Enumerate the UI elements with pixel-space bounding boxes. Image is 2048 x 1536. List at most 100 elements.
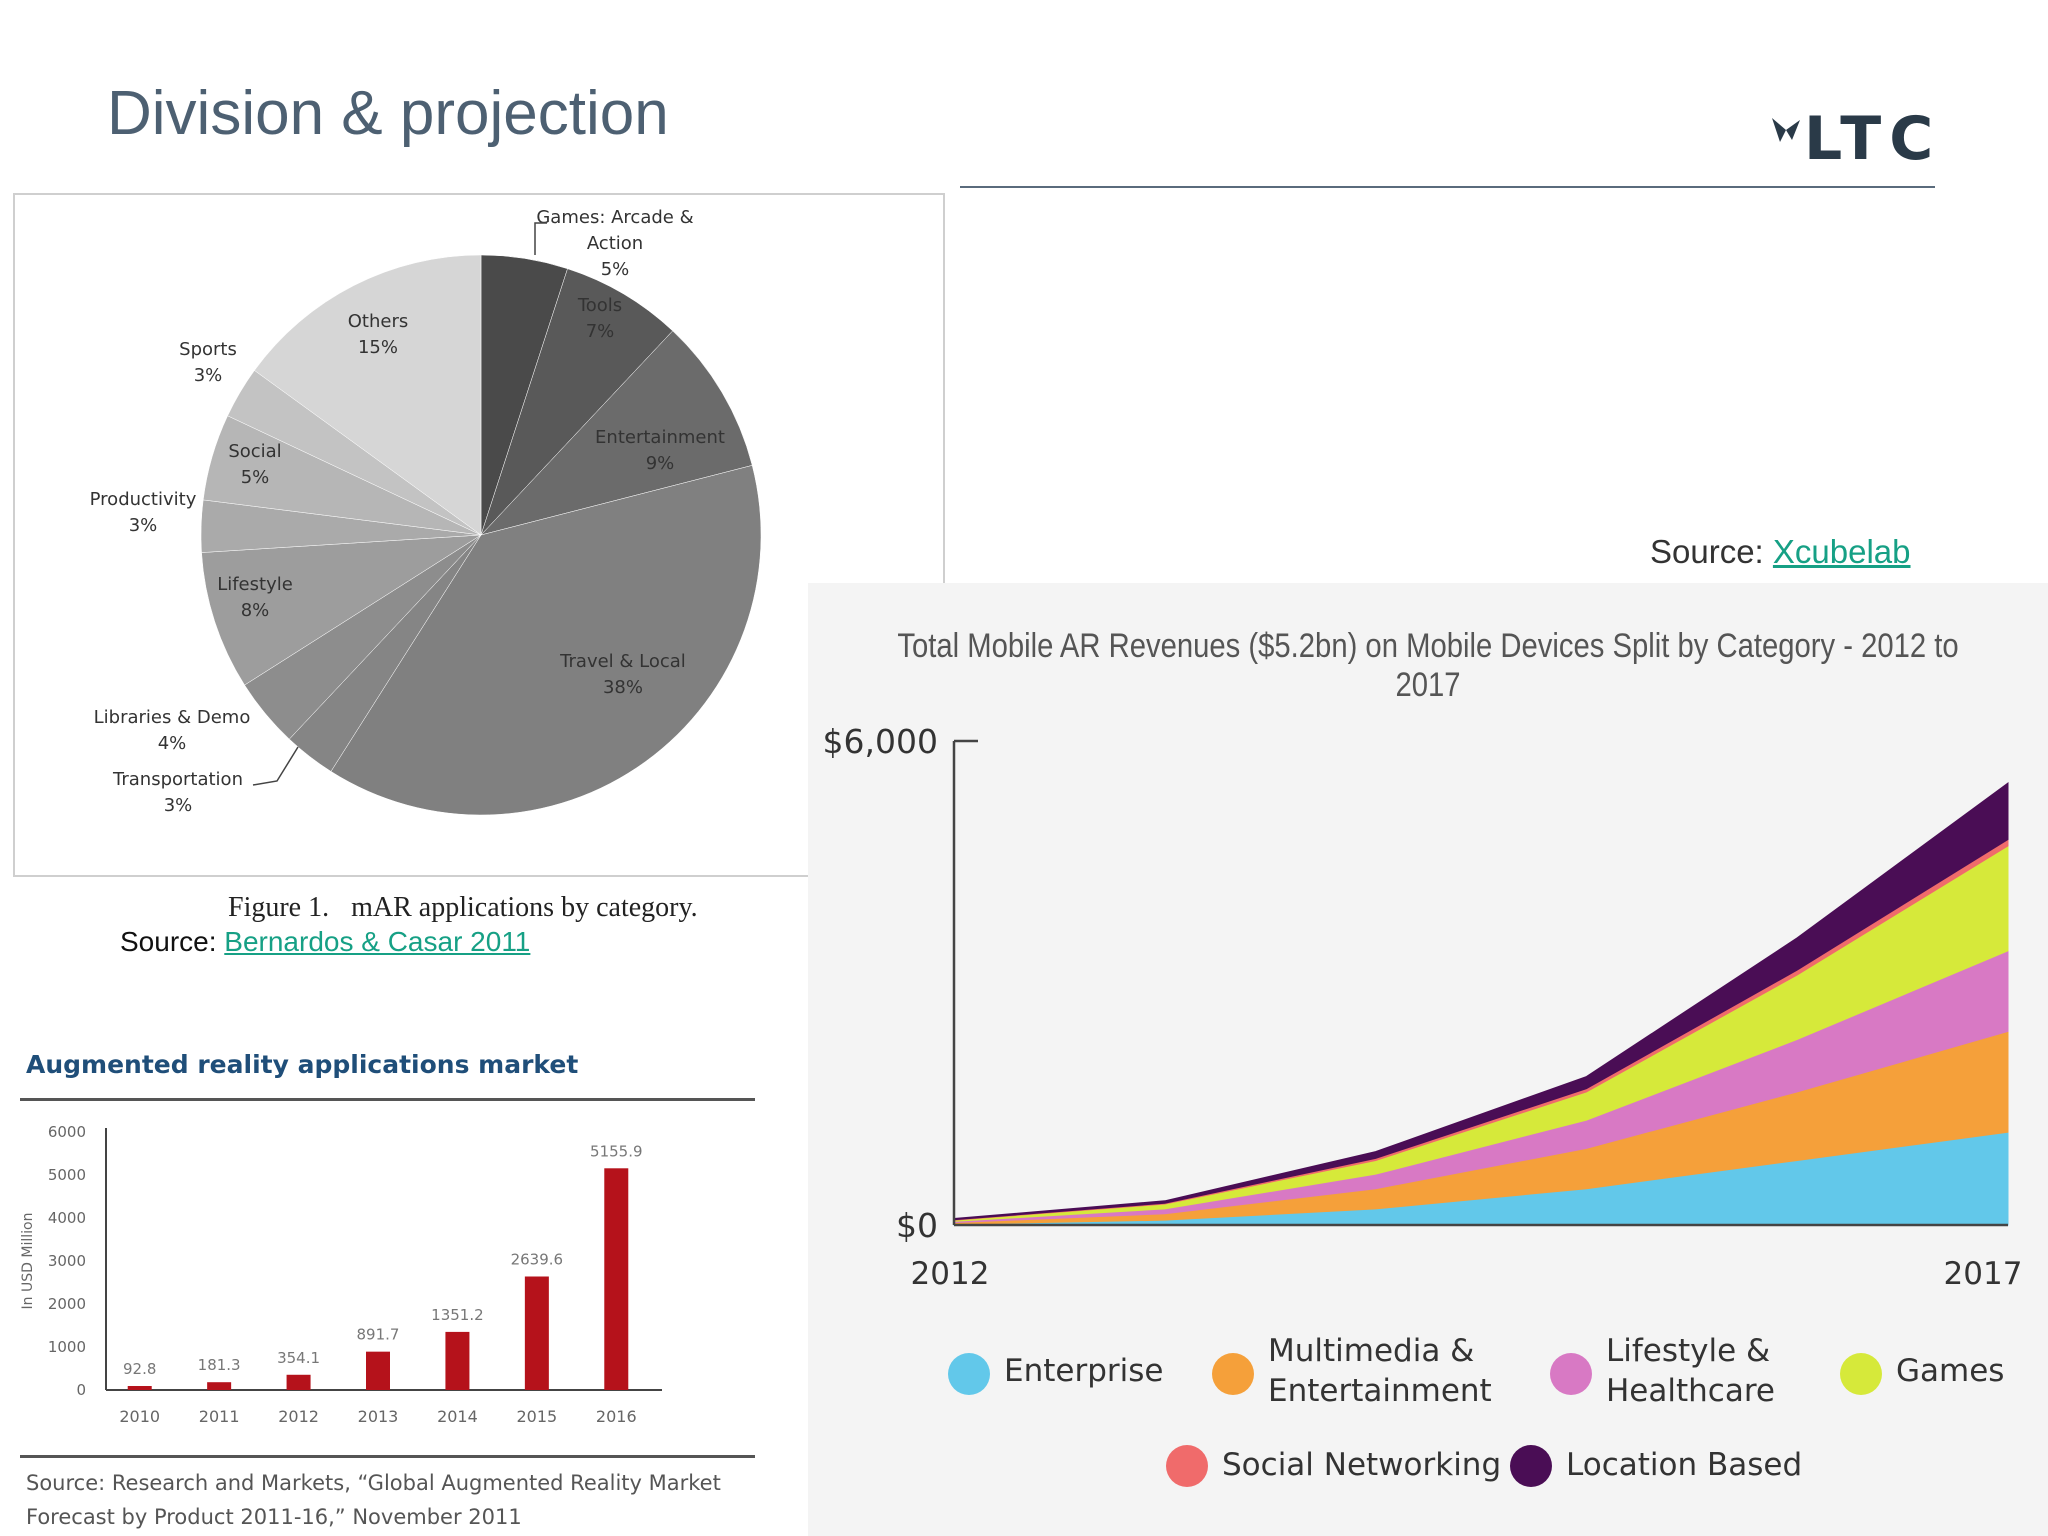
pie-slice-label: Libraries & Demo xyxy=(94,707,251,728)
bar-value-label: 354.1 xyxy=(277,1349,320,1367)
legend-label: Entertainment xyxy=(1268,1373,1492,1409)
pie-slice-label: Tools xyxy=(577,295,622,316)
bar-chart-top-rule xyxy=(20,1098,755,1101)
legend-label: Enterprise xyxy=(1004,1353,1164,1389)
legend-swatch-social xyxy=(1166,1445,1208,1487)
pie-slice xyxy=(330,465,762,816)
bar-value-label: 5155.9 xyxy=(590,1142,643,1160)
x-tick-label: 2012 xyxy=(911,1256,990,1292)
pie-slice-label: 5% xyxy=(241,467,270,488)
figure-caption: Figure 1. mAR applications by category. xyxy=(228,892,698,924)
bar xyxy=(366,1351,390,1390)
pie-slice xyxy=(480,330,753,536)
area-chart: $6,000 $0 2012 2017 xyxy=(823,722,2023,1292)
y-tick-label: 2000 xyxy=(48,1295,86,1313)
pie-slice-label: 9% xyxy=(646,453,675,474)
legend-label: Lifestyle & xyxy=(1606,1333,1771,1369)
y-tick-label: 0 xyxy=(76,1381,86,1399)
pie-slice-label: 8% xyxy=(241,600,270,621)
pie-slice-label: Travel & Local xyxy=(559,651,686,672)
pie-slice-label: Transportation xyxy=(112,769,243,790)
pie-slice xyxy=(201,534,482,686)
bar xyxy=(207,1382,232,1390)
x-tick-label: 2013 xyxy=(358,1407,399,1426)
bar-value-label: 181.3 xyxy=(198,1356,241,1374)
source-xcubelab: Source: Xcubelab xyxy=(1650,533,1911,571)
y-tick-label: 1000 xyxy=(48,1338,86,1356)
pie-slice xyxy=(254,254,482,536)
pie-slice-label: 7% xyxy=(586,321,615,342)
pie-slice-label: Games: Arcade & xyxy=(536,207,693,228)
pie-slice-label: Sports xyxy=(179,339,237,360)
legend-swatch-lifestyle xyxy=(1550,1353,1592,1395)
pie-slice xyxy=(480,268,674,536)
bar xyxy=(286,1374,311,1390)
pie-slice-label: 15% xyxy=(358,337,398,358)
figure-caption-text: mAR applications by category. xyxy=(351,892,698,923)
pie-slice-label: Entertainment xyxy=(595,427,725,448)
area-chart-title: Total Mobile AR Revenues ($5.2bn) on Mob… xyxy=(897,627,1959,704)
y-tick-label: $0 xyxy=(896,1206,938,1245)
bar-chart-bottom-rule xyxy=(20,1455,755,1458)
area-chart-panel: Total Mobile AR Revenues ($5.2bn) on Mob… xyxy=(808,583,2048,1536)
legend-label: Location Based xyxy=(1566,1447,1803,1483)
bar-value-label: 92.8 xyxy=(123,1360,156,1378)
bar-chart-title: Augmented reality applications market xyxy=(26,1050,579,1079)
pie-slice-label: Lifestyle xyxy=(217,574,293,595)
x-tick-label: 2012 xyxy=(278,1407,319,1426)
legend-swatch-location xyxy=(1510,1445,1552,1487)
legend-label: Healthcare xyxy=(1606,1373,1775,1409)
x-tick-label: 2011 xyxy=(199,1407,240,1426)
pie-slice-label: Others xyxy=(348,311,409,332)
bar-chart-source: Source: Research and Markets, “Global Au… xyxy=(26,1466,766,1534)
pie-chart-panel: Games: Arcade & Action 5% Tools 7% Entertainm… xyxy=(13,193,945,877)
pie-slice-label: 38% xyxy=(603,677,643,698)
bar xyxy=(524,1276,549,1390)
figure-caption-label: Figure 1. xyxy=(228,892,330,923)
legend-swatch-enterprise xyxy=(948,1353,990,1395)
pie-slice-label: 3% xyxy=(194,365,223,386)
logo-text: LTC xyxy=(1804,104,1942,174)
bar-value-label: 891.7 xyxy=(357,1326,400,1344)
x-tick-label: 2015 xyxy=(516,1407,557,1426)
y-axis-label: In USD Million xyxy=(20,1213,36,1310)
y-tick-label: 6000 xyxy=(48,1123,86,1141)
pie-slice-label: 4% xyxy=(158,733,187,754)
bar xyxy=(604,1168,629,1390)
bar-source-line-2: Forecast by Product 2011-16,” November 2… xyxy=(26,1505,522,1529)
pie-slice-label: Social xyxy=(228,441,281,462)
y-tick-label: 5000 xyxy=(48,1166,86,1184)
bar xyxy=(445,1331,470,1390)
bar-value-label: 1351.2 xyxy=(431,1306,484,1324)
y-tick-label: 3000 xyxy=(48,1252,86,1270)
legend-label: Games xyxy=(1896,1353,2005,1389)
bar-source-line-1: Source: Research and Markets, “Global Au… xyxy=(26,1471,721,1495)
y-tick-label: $6,000 xyxy=(823,722,938,761)
area-series-location xyxy=(953,781,2009,1221)
x-tick-label: 2014 xyxy=(437,1407,478,1426)
legend-label: Social Networking xyxy=(1222,1447,1502,1483)
source-prefix: Source: xyxy=(120,926,225,957)
x-tick-label: 2010 xyxy=(119,1407,160,1426)
legend-swatch-multimedia xyxy=(1212,1353,1254,1395)
source-bernardos: Source: Bernardos & Casar 2011 xyxy=(120,926,530,958)
pie-slice-label: Productivity xyxy=(90,489,197,510)
bar-value-label: 2639.6 xyxy=(511,1250,564,1268)
bar-chart: 0 1000 2000 3000 4000 5000 6000 In USD Million 9… xyxy=(20,1123,662,1426)
butterfly-icon xyxy=(1772,118,1800,142)
bar xyxy=(127,1386,152,1390)
pie-slice-label: 3% xyxy=(164,795,193,816)
pie-chart: Games: Arcade & Action 5% Tools 7% Entertainm… xyxy=(90,207,762,816)
legend-label: Multimedia & xyxy=(1268,1333,1475,1369)
pie-leader-line xyxy=(252,746,299,786)
bernardos-link[interactable]: Bernardos & Casar 2011 xyxy=(224,926,531,957)
ltc-logo: LTC xyxy=(1762,104,1942,174)
legend-swatch-games xyxy=(1840,1353,1882,1395)
page-title: Division & projection xyxy=(107,79,669,148)
xcubelab-link[interactable]: Xcubelab xyxy=(1772,533,1911,570)
pie-slice-label: 3% xyxy=(129,515,158,536)
x-tick-label: 2017 xyxy=(1944,1256,2023,1292)
pie-slice-label: Action xyxy=(587,233,643,254)
x-tick-label: 2016 xyxy=(596,1407,637,1426)
pie-slice-label: 5% xyxy=(601,259,630,280)
